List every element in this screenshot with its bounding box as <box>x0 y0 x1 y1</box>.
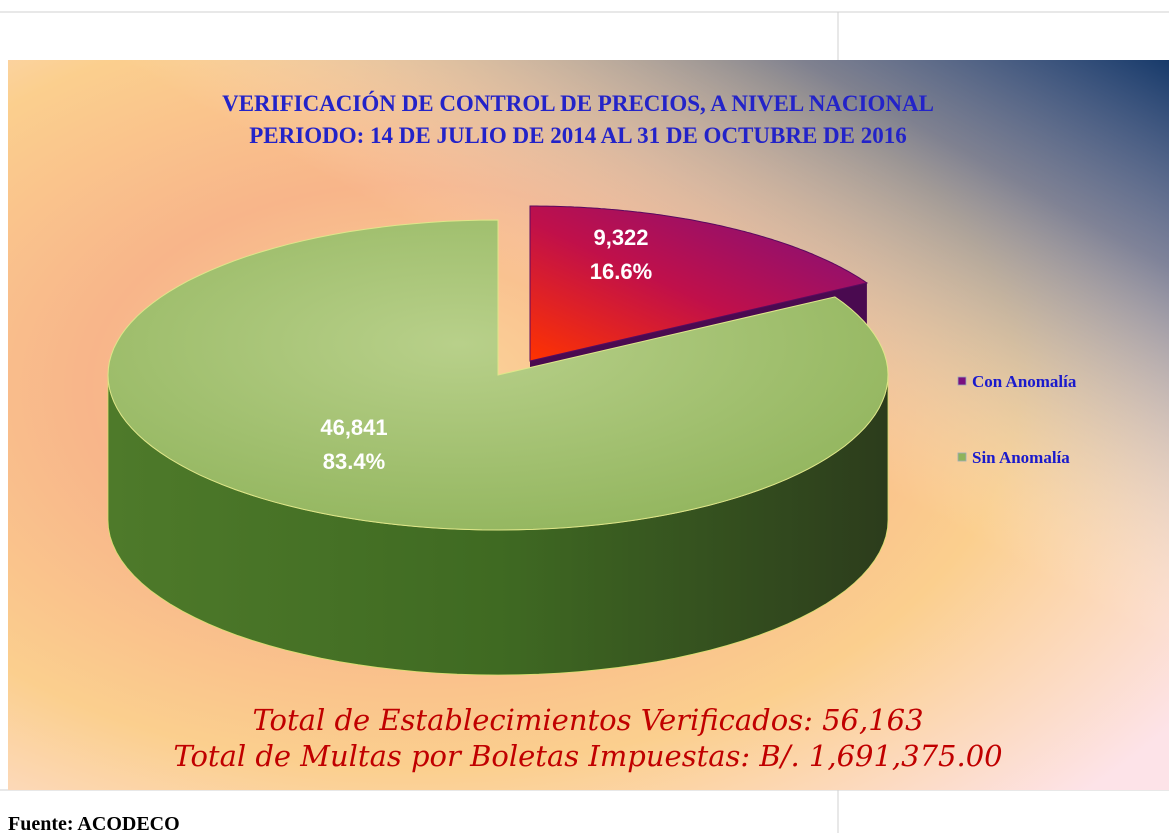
annotation: Total de Multas por Boletas Impuestas: B… <box>173 739 1002 773</box>
footer: Fuente: ACODECO <box>8 813 180 833</box>
legend-swatch <box>957 376 967 386</box>
data-label: 46,841 <box>320 415 387 440</box>
data-label: 9,322 <box>593 225 648 250</box>
data-label: 16.6% <box>590 259 652 284</box>
legend-label: Sin Anomalía <box>972 448 1070 467</box>
pie <box>107 205 889 676</box>
legend-label: Con Anomalía <box>972 372 1077 391</box>
data-label: 83.4% <box>323 449 385 474</box>
pie-slice <box>107 219 889 531</box>
chart-subtitle: PERIODO: 14 DE JULIO DE 2014 AL 31 DE OC… <box>249 123 907 148</box>
pie-slice <box>529 205 869 362</box>
chart-title: VERIFICACIÓN DE CONTROL DE PRECIOS, A NI… <box>222 90 934 116</box>
annotation: Total de Establecimientos Verificados: 5… <box>252 703 923 737</box>
legend-swatch <box>957 452 967 462</box>
